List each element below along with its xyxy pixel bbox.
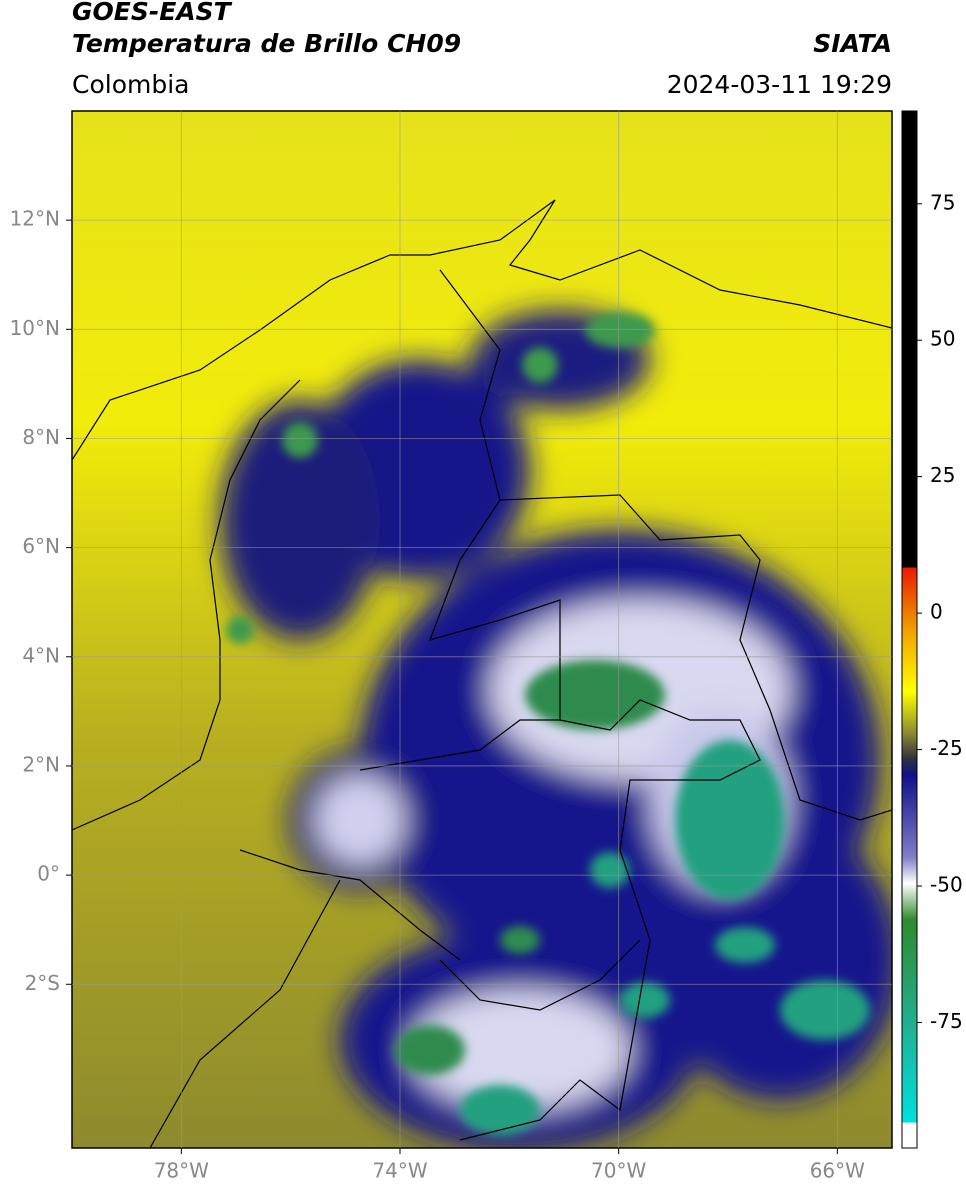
colorbar-tick-label: -75 bbox=[930, 1009, 963, 1033]
region: Colombia bbox=[72, 70, 189, 99]
colorbar-tick-label: 25 bbox=[930, 463, 955, 487]
y-tick-label: 12°N bbox=[10, 207, 60, 231]
map-frame bbox=[71, 110, 893, 1149]
colorbar-tick-label: -50 bbox=[930, 873, 963, 897]
y-tick-label: 10°N bbox=[10, 316, 60, 340]
y-tick-label: 8°N bbox=[22, 425, 60, 449]
title: GOES-EAST bbox=[72, 0, 233, 26]
satellite-image bbox=[72, 111, 892, 1148]
colorbar bbox=[901, 110, 918, 1149]
y-tick-label: 2°N bbox=[22, 752, 60, 776]
y-tick-label: 6°N bbox=[22, 534, 60, 558]
y-tick-label: 0° bbox=[37, 862, 60, 886]
subtitle: Temperatura de Brillo CH09 bbox=[72, 29, 461, 58]
colorbar-tick-label: 75 bbox=[930, 190, 955, 214]
colorbar-tick-label: -25 bbox=[930, 736, 963, 760]
x-tick-label: 70°W bbox=[591, 1159, 646, 1183]
borders bbox=[72, 199, 892, 1148]
datetime: 2024-03-11 19:29 bbox=[667, 70, 892, 99]
source: SIATA bbox=[813, 29, 892, 58]
y-tick-label: 2°S bbox=[25, 971, 60, 995]
colorbar-tick-label: 0 bbox=[930, 600, 943, 624]
colorbar-tick-label: 50 bbox=[930, 327, 955, 351]
x-tick-label: 74°W bbox=[372, 1159, 427, 1183]
x-tick-label: 66°W bbox=[810, 1159, 865, 1183]
y-tick-label: 4°N bbox=[22, 643, 60, 667]
x-tick-label: 78°W bbox=[154, 1159, 209, 1183]
